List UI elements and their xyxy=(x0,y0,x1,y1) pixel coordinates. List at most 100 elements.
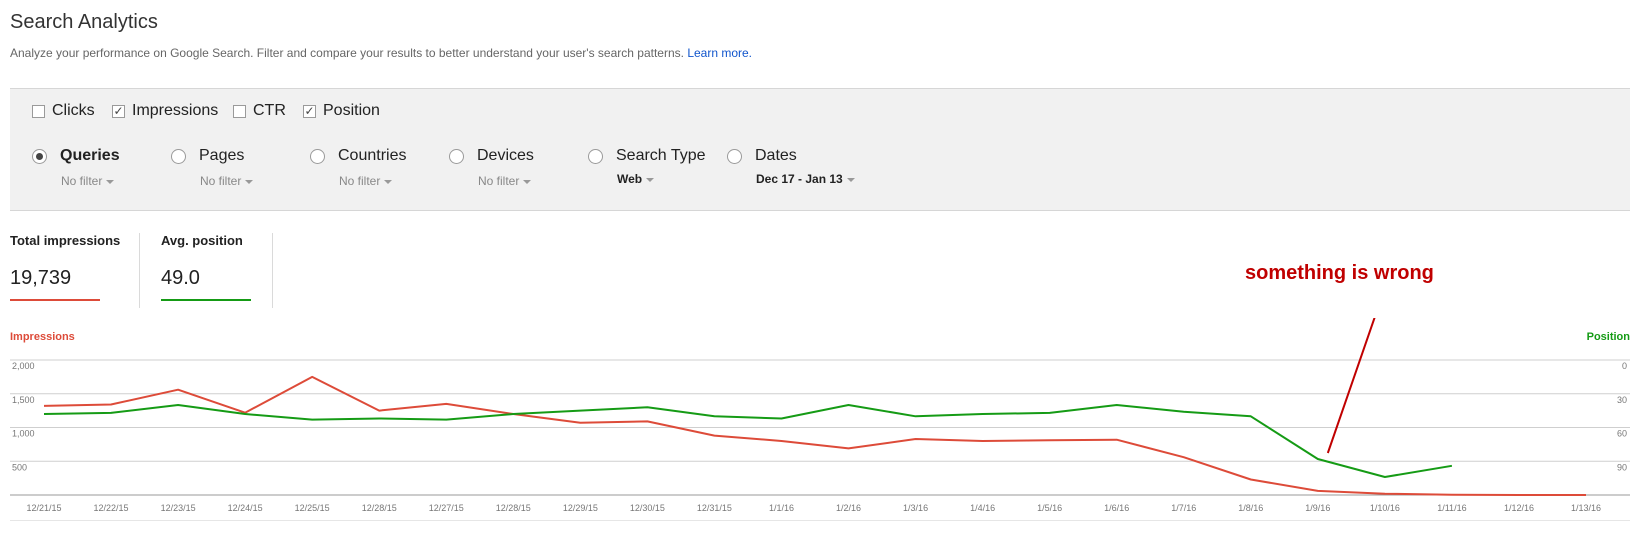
pages-label: Pages xyxy=(199,147,245,164)
right-tick-label: 30 xyxy=(1617,395,1627,405)
annotation-text: something is wrong xyxy=(1245,262,1434,284)
impressions-checkbox[interactable]: ✓ xyxy=(112,104,125,118)
x-tick-label: 1/2/16 xyxy=(836,503,861,513)
position-label: Position xyxy=(323,102,380,119)
countries-radio[interactable] xyxy=(310,148,325,164)
chevron-down-icon xyxy=(106,179,115,184)
dimension-dates[interactable]: Dates Dec 17 - Jan 13 xyxy=(727,147,855,186)
avg-position-label: Avg. position xyxy=(161,233,243,248)
x-tick-label: 1/5/16 xyxy=(1037,503,1062,513)
annotation-arrow xyxy=(1326,318,1376,454)
ctr-label: CTR xyxy=(253,102,286,119)
left-tick-label: 2,000 xyxy=(12,361,35,371)
summary-divider xyxy=(139,233,140,308)
x-tick-label: 1/9/16 xyxy=(1305,503,1330,513)
position-toggle[interactable]: ✓ Position xyxy=(303,102,380,120)
chevron-down-icon xyxy=(646,177,655,182)
impressions-series-line xyxy=(43,375,1586,496)
x-tick-label: 1/7/16 xyxy=(1171,503,1196,513)
x-tick-label: 12/27/15 xyxy=(429,503,464,513)
dimension-devices[interactable]: Devices No filter xyxy=(449,147,534,188)
right-tick-label: 90 xyxy=(1617,462,1627,472)
x-tick-label: 12/23/15 xyxy=(161,503,196,513)
total-impressions-card[interactable]: Total impressions 19,739 xyxy=(10,233,120,308)
pages-filter-value: No filter xyxy=(200,174,242,188)
x-tick-label: 12/24/15 xyxy=(228,503,263,513)
devices-filter-dropdown[interactable]: No filter xyxy=(478,174,534,188)
metric-toolbar: Clicks ✓ Impressions CTR ✓ Position xyxy=(10,88,1630,132)
right-tick-label: 0 xyxy=(1622,361,1627,371)
x-tick-label: 12/21/15 xyxy=(26,503,61,513)
x-tick-label: 1/12/16 xyxy=(1504,503,1534,513)
chevron-down-icon xyxy=(523,179,532,184)
dimension-pages[interactable]: Pages No filter xyxy=(171,147,254,188)
avg-position-card[interactable]: Avg. position 49.0 xyxy=(161,233,251,308)
countries-label: Countries xyxy=(338,147,407,164)
total-impressions-label: Total impressions xyxy=(10,233,121,248)
dates-dropdown[interactable]: Dec 17 - Jan 13 xyxy=(756,172,855,186)
x-tick-label: 1/6/16 xyxy=(1104,503,1129,513)
position-color-bar xyxy=(161,299,251,301)
x-tick-label: 1/13/16 xyxy=(1571,503,1601,513)
queries-radio[interactable] xyxy=(32,148,47,164)
position-checkbox[interactable]: ✓ xyxy=(303,104,316,118)
right-tick-label: 60 xyxy=(1617,429,1627,439)
queries-label: Queries xyxy=(60,147,120,164)
x-tick-label: 12/25/15 xyxy=(295,503,330,513)
position-series-line xyxy=(43,404,1453,478)
x-tick-label: 12/28/15 xyxy=(496,503,531,513)
clicks-label: Clicks xyxy=(52,102,95,119)
queries-filter-dropdown[interactable]: No filter xyxy=(61,174,120,188)
x-tick-label: 12/28/15 xyxy=(362,503,397,513)
search-type-value: Web xyxy=(617,172,643,186)
subtitle-text: Analyze your performance on Google Searc… xyxy=(10,46,684,60)
x-tick-label: 12/22/15 xyxy=(94,503,129,513)
chevron-down-icon xyxy=(846,177,855,182)
x-tick-label: 12/31/15 xyxy=(697,503,732,513)
devices-radio[interactable] xyxy=(449,148,464,164)
impressions-toggle[interactable]: ✓ Impressions xyxy=(112,102,218,120)
dimension-search-type[interactable]: Search Type Web xyxy=(588,147,706,186)
chevron-down-icon xyxy=(384,179,393,184)
x-tick-label: 1/4/16 xyxy=(970,503,995,513)
pages-radio[interactable] xyxy=(171,148,186,164)
devices-label: Devices xyxy=(477,147,534,164)
devices-filter-value: No filter xyxy=(478,174,520,188)
page-title: Search Analytics xyxy=(10,11,158,33)
queries-filter-value: No filter xyxy=(61,174,103,188)
x-tick-label: 1/1/16 xyxy=(769,503,794,513)
search-type-radio[interactable] xyxy=(588,148,603,164)
clicks-checkbox[interactable] xyxy=(32,104,45,118)
countries-filter-value: No filter xyxy=(339,174,381,188)
left-axis-title: Impressions xyxy=(10,331,75,343)
dimension-toolbar: Queries No filter Pages No filter Countr… xyxy=(10,131,1630,211)
left-tick-label: 1,000 xyxy=(12,429,35,439)
learn-more-link[interactable]: Learn more. xyxy=(687,46,753,60)
countries-filter-dropdown[interactable]: No filter xyxy=(339,174,406,188)
dates-label: Dates xyxy=(755,147,797,164)
summary-divider xyxy=(272,233,273,308)
x-tick-label: 1/10/16 xyxy=(1370,503,1400,513)
x-tick-label: 1/3/16 xyxy=(903,503,928,513)
impressions-label: Impressions xyxy=(132,102,219,119)
x-tick-label: 1/11/16 xyxy=(1437,503,1466,513)
search-type-label: Search Type xyxy=(616,147,706,164)
dimension-queries[interactable]: Queries No filter xyxy=(32,147,120,188)
dimension-countries[interactable]: Countries No filter xyxy=(310,147,406,188)
total-impressions-value: 19,739 xyxy=(10,267,72,289)
left-tick-label: 500 xyxy=(12,462,27,472)
performance-chart: Impressions Position 2,000 1,500 1,000 500 0 30… xyxy=(10,318,1630,513)
chevron-down-icon xyxy=(245,179,254,184)
ctr-toggle[interactable]: CTR xyxy=(233,102,286,120)
page-subtitle: Analyze your performance on Google Searc… xyxy=(10,46,752,60)
search-type-dropdown[interactable]: Web xyxy=(617,172,706,186)
pages-filter-dropdown[interactable]: No filter xyxy=(200,174,254,188)
left-tick-label: 1,500 xyxy=(12,395,35,405)
chart-bottom-divider xyxy=(10,520,1630,521)
dates-value: Dec 17 - Jan 13 xyxy=(756,172,843,186)
x-tick-label: 1/8/16 xyxy=(1238,503,1263,513)
ctr-checkbox[interactable] xyxy=(233,104,246,118)
x-tick-label: 12/30/15 xyxy=(630,503,665,513)
dates-radio[interactable] xyxy=(727,148,742,164)
clicks-toggle[interactable]: Clicks xyxy=(32,102,95,120)
